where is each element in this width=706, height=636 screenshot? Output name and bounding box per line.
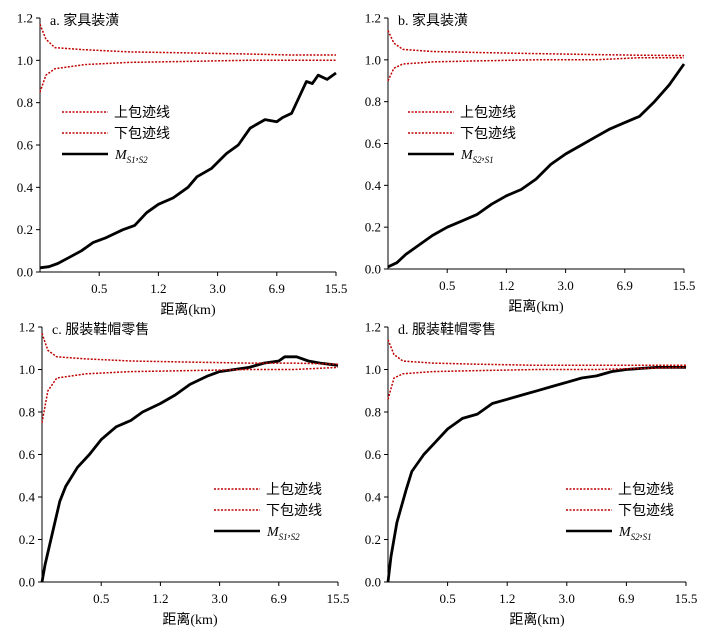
series-line-m: [387, 63, 686, 269]
x-tick-label: 3.0: [209, 281, 225, 296]
y-tick-label: 0.2: [19, 532, 35, 547]
chart-panel-4: 0.0 0.2 0.4 0.6 0.8 1.0 1.2 0.5 1.2 3.0 6.9 15.5 距离(…: [365, 320, 698, 629]
x-tick-label: 1.2: [150, 281, 166, 296]
x-tick-label: 15.5: [675, 591, 698, 606]
legend-label: 下包迹线: [114, 126, 170, 142]
chart-panel-2: 0.0 0.2 0.4 0.6 0.8 1.0 1.2 0.5 1.2 3.0 6.9 15.5 距离(…: [365, 11, 696, 316]
legend-label: 下包迹线: [618, 503, 674, 519]
series-line-upper-envelope: [39, 24, 336, 56]
x-tick-label: 15.5: [673, 278, 696, 293]
y-tick-label: 1.2: [17, 11, 33, 26]
y-tick-label: 0.4: [19, 490, 36, 505]
x-tick-label: 3.0: [559, 591, 575, 606]
x-tick-label: 15.5: [327, 591, 350, 606]
y-tick-label: 1.0: [17, 53, 33, 68]
legend-label: MS1,S2: [266, 525, 300, 542]
legend-label: 上包迹线: [114, 105, 170, 121]
x-tick-label: 3.0: [557, 278, 573, 293]
y-tick-label: 0.8: [19, 405, 35, 420]
series-line-upper-envelope: [387, 339, 686, 367]
chart-panel-3: 0.0 0.2 0.4 0.6 0.8 1.0 1.2 0.5 1.2 3.0 6.9 15.5 距离(…: [19, 320, 350, 629]
legend-label: 上包迹线: [266, 482, 322, 498]
y-tick-label: 0.8: [365, 405, 381, 420]
y-tick-label: 0.2: [17, 222, 33, 237]
chart-panel-1: 0.0 0.2 0.4 0.6 0.8 1.0 1.2 0.5 1.2 3.0 6.9 15.5 距离(…: [17, 11, 348, 319]
x-tick-label: 0.5: [91, 281, 107, 296]
y-tick-label: 0.4: [365, 490, 382, 505]
x-tick-label: 6.9: [269, 281, 285, 296]
series-line-lower-envelope: [387, 56, 684, 82]
legend-label: MS2,S1: [618, 525, 652, 542]
x-axis-title: 距离(km): [162, 611, 218, 628]
y-tick-label: 0.6: [365, 447, 382, 462]
y-tick-label: 1.2: [19, 320, 35, 335]
panel-title: b. 家具装潢: [398, 12, 468, 29]
x-tick-label: 0.5: [439, 591, 455, 606]
y-tick-label: 0.0: [17, 265, 33, 280]
y-tick-label: 0.0: [365, 575, 381, 590]
x-tick-label: 1.2: [152, 591, 168, 606]
series-line-lower-envelope: [39, 59, 336, 93]
series-line-m: [40, 355, 339, 583]
y-tick-label: 1.0: [365, 362, 381, 377]
y-tick-label: 0.2: [365, 532, 381, 547]
legend-label: MS2,S1: [460, 148, 494, 165]
x-tick-label: 15.5: [325, 281, 348, 296]
y-tick-label: 1.2: [365, 11, 381, 26]
y-tick-label: 0.2: [365, 220, 381, 235]
legend-label: MS1,S2: [114, 148, 148, 165]
legend-label: 上包迹线: [618, 482, 674, 498]
x-tick-label: 0.5: [439, 278, 455, 293]
y-tick-label: 0.6: [365, 136, 382, 151]
y-tick-label: 0.0: [19, 575, 35, 590]
legend-label: 下包迹线: [460, 126, 516, 142]
series-line-lower-envelope: [41, 366, 339, 423]
legend-label: 上包迹线: [460, 105, 516, 121]
y-tick-label: 0.8: [365, 94, 381, 109]
legend-label: 下包迹线: [266, 503, 322, 519]
x-tick-label: 0.5: [93, 591, 109, 606]
series-line-m: [39, 71, 337, 270]
x-tick-label: 6.9: [271, 591, 287, 606]
y-tick-label: 0.0: [365, 262, 381, 277]
x-tick-label: 6.9: [618, 591, 634, 606]
x-tick-label: 6.9: [617, 278, 633, 293]
x-axis-title: 距离(km): [508, 298, 564, 315]
x-tick-label: 1.2: [499, 591, 515, 606]
panel-title: a. 家具装潢: [50, 12, 119, 29]
y-tick-label: 1.0: [19, 362, 35, 377]
series-line-upper-envelope: [387, 30, 685, 57]
panel-title: d. 服装鞋帽零售: [398, 322, 496, 338]
series-line-upper-envelope: [41, 333, 339, 365]
x-tick-label: 1.2: [498, 278, 514, 293]
y-tick-label: 0.4: [365, 178, 382, 193]
x-tick-label: 3.0: [211, 591, 227, 606]
series-line-m: [386, 366, 686, 583]
y-tick-label: 0.4: [17, 180, 34, 195]
y-tick-label: 0.6: [17, 138, 34, 153]
y-tick-label: 0.8: [17, 95, 33, 110]
y-tick-label: 1.0: [365, 52, 381, 67]
y-tick-label: 1.2: [365, 320, 381, 335]
x-axis-title: 距离(km): [160, 301, 216, 318]
x-axis-title: 距离(km): [509, 611, 565, 628]
series-line-lower-envelope: [387, 366, 687, 400]
y-tick-label: 0.6: [19, 447, 36, 462]
panel-title: c. 服装鞋帽零售: [52, 322, 149, 338]
